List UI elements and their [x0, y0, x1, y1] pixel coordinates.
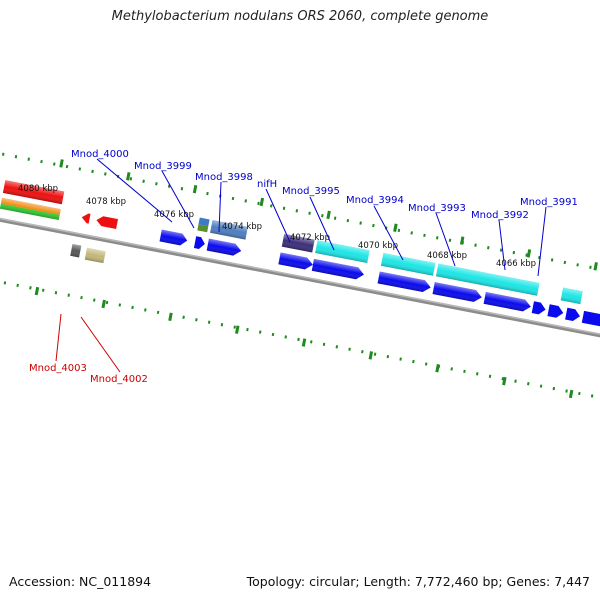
- kbp-label: 4066 kbp: [496, 259, 536, 269]
- plus-strand-genes-outer: [2, 180, 583, 305]
- kbp-label: 4072 kbp: [290, 233, 330, 243]
- gene-label-Mnod_3998[interactable]: Mnod_3998: [195, 172, 253, 183]
- gene-label-Mnod_3993[interactable]: Mnod_3993: [408, 203, 466, 214]
- gene-labels: Mnod_4000 Mnod_3999 Mnod_3998 nifH Mnod_…: [29, 149, 578, 385]
- arrow-gene-k[interactable]: [565, 307, 581, 322]
- gene-steel-small[interactable]: [198, 217, 210, 227]
- kbp-labels: 4080 kbp 4078 kbp 4076 kbp 4074 kbp 4072…: [18, 184, 536, 269]
- arrow-gene-j[interactable]: [547, 304, 564, 319]
- accession-text: Accession: NC_011894: [9, 574, 152, 589]
- genome-stats-text: Topology: circular; Length: 7,772,460 bp…: [246, 574, 590, 589]
- gene-label-Mnod_4000[interactable]: Mnod_4000: [71, 149, 129, 160]
- gene-label-Mnod_3991[interactable]: Mnod_3991: [520, 197, 578, 208]
- gene-label-Mnod_4003[interactable]: Mnod_4003: [29, 363, 87, 374]
- gene-label-Mnod_3994[interactable]: Mnod_3994: [346, 195, 404, 206]
- figure-title: Methylobacterium nodulans ORS 2060, comp…: [111, 9, 489, 24]
- minus-strand-genes: [0, 197, 119, 264]
- arrow-minus-small[interactable]: [81, 212, 91, 224]
- arrow-minus-red[interactable]: [95, 215, 119, 229]
- gene-label-Mnod_3995[interactable]: Mnod_3995: [282, 186, 340, 197]
- kbp-label: 4080 kbp: [18, 184, 58, 194]
- kbp-label: 4076 kbp: [154, 210, 194, 220]
- gene-label-Mnod_3999[interactable]: Mnod_3999: [134, 161, 192, 172]
- gene-label-nifH[interactable]: nifH: [257, 179, 277, 190]
- arrow-gene-i[interactable]: [531, 301, 547, 315]
- kbp-label: 4074 kbp: [222, 222, 262, 232]
- minus-gene-leaders: [55, 313, 121, 373]
- gene-label-Mnod_3992[interactable]: Mnod_3992: [471, 210, 529, 221]
- kbp-label: 4078 kbp: [86, 197, 126, 207]
- inner-major-ticks: [34, 286, 574, 399]
- gene-label-Mnod_4002[interactable]: Mnod_4002: [90, 374, 148, 385]
- arrow-gene-b[interactable]: [193, 236, 206, 250]
- plus-gene-leaders: [96, 158, 547, 277]
- arrow-gene-l[interactable]: [581, 310, 600, 329]
- kbp-label: 4070 kbp: [358, 241, 398, 251]
- gene-olive-small[interactable]: [197, 224, 209, 233]
- outer-major-ticks: [59, 159, 598, 271]
- kbp-label: 4068 kbp: [427, 251, 467, 261]
